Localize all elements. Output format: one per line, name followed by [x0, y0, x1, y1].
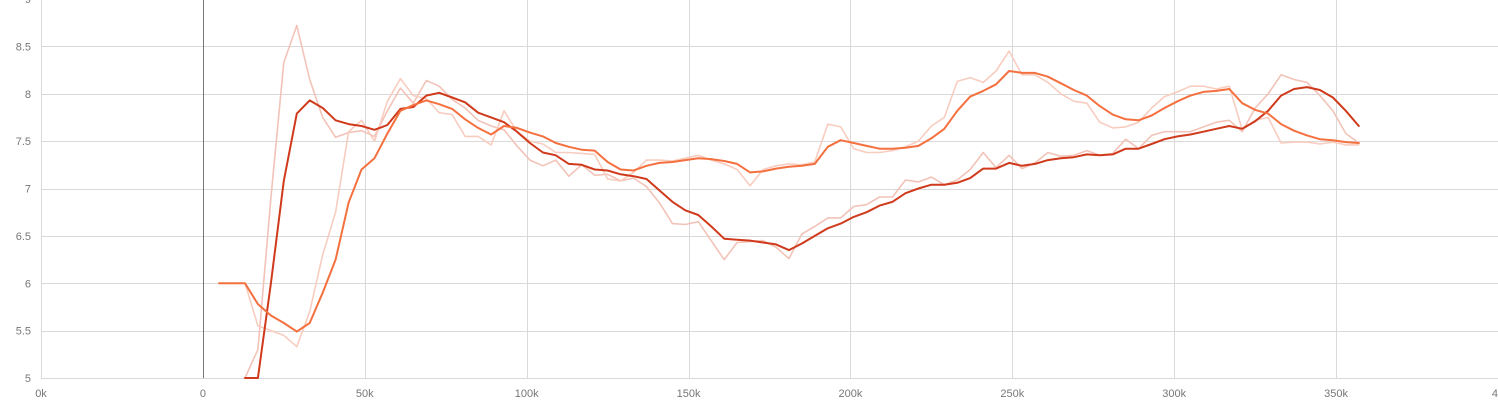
x-tick-label: 350k: [1324, 388, 1348, 400]
series-1-smoothed-line: [244, 86, 1360, 379]
y-tick-label: 5.5: [16, 326, 31, 338]
y-tick-label: 8: [25, 89, 31, 101]
x-tick-label: 150k: [677, 388, 701, 400]
tick-label-layer: 5 5.5 6 6.5 7 7.5 8 8.5 9 0k 0 50k 100k 150k 200k 250k 3…: [16, 0, 1498, 400]
y-tick-label: 7.5: [16, 136, 31, 148]
y-tick-label: 8.5: [16, 41, 31, 53]
y-tick-label: 6: [25, 278, 31, 290]
y-tick-label: 9: [25, 0, 31, 6]
x-tick-label: 250k: [1000, 388, 1024, 400]
y-tick-label: 7: [25, 184, 31, 196]
raw-series-layer: [218, 24, 1360, 379]
series-1-raw-line: [244, 24, 1360, 379]
y-tick-label: 6.5: [16, 231, 31, 243]
x-tick-label: 300k: [1162, 388, 1186, 400]
x-tick-label: 100k: [515, 388, 539, 400]
smoothed-series-layer: [218, 70, 1360, 379]
y-tick-label: 5: [25, 373, 31, 385]
series-2-raw-line: [218, 50, 1360, 348]
x-tick-label: 40: [1492, 388, 1498, 400]
x-tick-label: 0: [200, 388, 206, 400]
grid-layer: [41, 0, 1498, 379]
series-2-smoothed-line: [218, 70, 1360, 333]
x-tick-label: 0k: [35, 388, 47, 400]
x-tick-label: 50k: [356, 388, 374, 400]
x-tick-label: 200k: [839, 388, 863, 400]
